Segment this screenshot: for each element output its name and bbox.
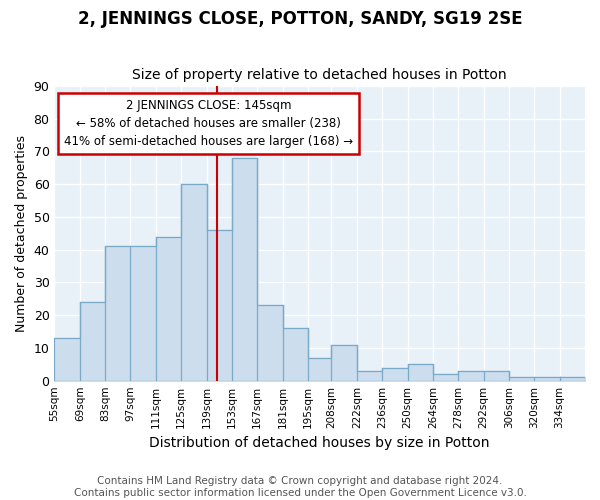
Title: Size of property relative to detached houses in Potton: Size of property relative to detached ho… — [133, 68, 507, 82]
Text: 2, JENNINGS CLOSE, POTTON, SANDY, SG19 2SE: 2, JENNINGS CLOSE, POTTON, SANDY, SG19 2… — [77, 10, 523, 28]
Text: Contains HM Land Registry data © Crown copyright and database right 2024.
Contai: Contains HM Land Registry data © Crown c… — [74, 476, 526, 498]
Y-axis label: Number of detached properties: Number of detached properties — [15, 135, 28, 332]
X-axis label: Distribution of detached houses by size in Potton: Distribution of detached houses by size … — [149, 436, 490, 450]
Text: 2 JENNINGS CLOSE: 145sqm
← 58% of detached houses are smaller (238)
41% of semi-: 2 JENNINGS CLOSE: 145sqm ← 58% of detach… — [64, 99, 353, 148]
